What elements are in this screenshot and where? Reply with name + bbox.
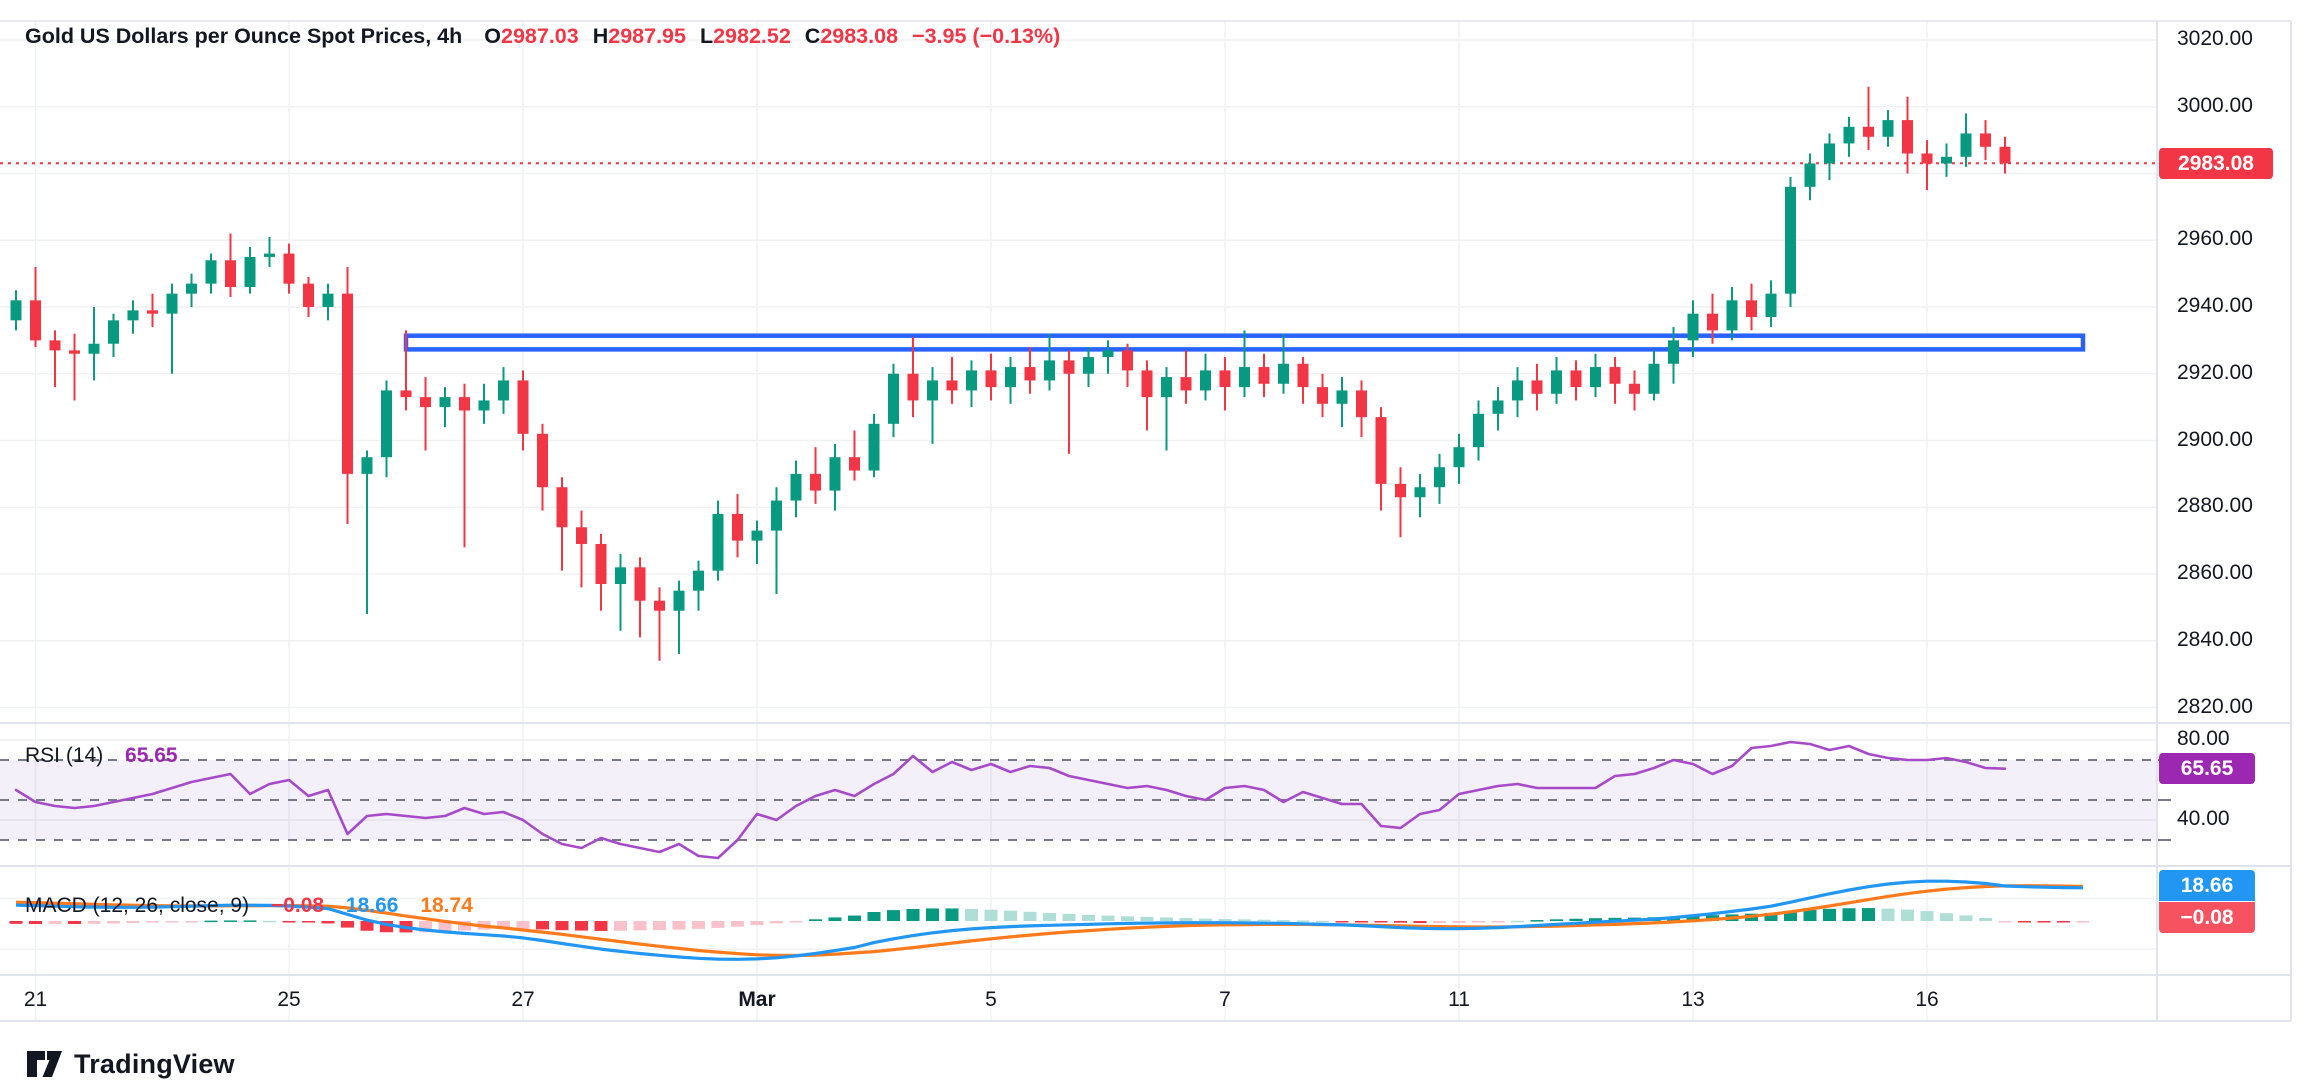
change-value: −3.95 (−0.13%) <box>912 24 1061 48</box>
rsi-badge: 65.65 <box>2159 753 2255 784</box>
symbol-legend[interactable]: Gold US Dollars per Ounce Spot Prices, 4… <box>25 24 1060 49</box>
price-tick-label: 2960.00 <box>2177 227 2253 251</box>
symbol-title: Gold US Dollars per Ounce Spot Prices, 4… <box>25 24 463 48</box>
tradingview-watermark[interactable]: TradingView <box>24 1044 235 1084</box>
macd-signal-value: 18.74 <box>420 894 473 917</box>
rsi-tick-label: 40.00 <box>2177 807 2230 830</box>
price-tick-label: 2940.00 <box>2177 294 2253 317</box>
time-tick-label: 21 <box>23 988 48 1011</box>
time-tick-label: Mar <box>738 988 776 1011</box>
rsi-legend[interactable]: RSI (14) 65.65 <box>25 744 178 768</box>
high-value: 2987.95 <box>608 24 686 48</box>
macd-hist-value: −0.08 <box>270 894 325 917</box>
price-tick-label: 2920.00 <box>2177 360 2253 384</box>
high-label: H <box>592 24 609 48</box>
price-tick-label: 3020.00 <box>2177 27 2253 50</box>
time-tick-label: 25 <box>277 988 301 1011</box>
price-tick-label: 2880.00 <box>2177 494 2253 518</box>
low-value: 2982.52 <box>713 24 791 48</box>
tradingview-brand-text: TradingView <box>74 1048 235 1079</box>
price-tick-label: 2860.00 <box>2177 561 2253 584</box>
price-tick-label: 2840.00 <box>2177 627 2253 651</box>
open-value: 2987.03 <box>501 24 579 48</box>
rsi-tick-label: 80.00 <box>2177 727 2230 750</box>
close-label: C <box>804 24 821 48</box>
time-tick-label: 13 <box>1681 988 1705 1011</box>
price-tick-label: 2820.00 <box>2177 694 2253 718</box>
open-label: O <box>484 24 501 48</box>
time-tick-label: 11 <box>1448 988 1470 1011</box>
macd-badge: 18.66 <box>2159 870 2255 901</box>
time-tick-label: 27 <box>511 988 535 1011</box>
price-tick-label: 2900.00 <box>2177 427 2253 451</box>
macd-indicator-name: MACD (12, 26, close, 9) <box>25 894 250 917</box>
macd-line-value: 18.66 <box>345 894 399 917</box>
time-tick-label: 16 <box>1915 988 1939 1011</box>
macd-legend[interactable]: MACD (12, 26, close, 9) −0.08 18.66 18.7… <box>25 894 473 918</box>
time-tick-label: 7 <box>1219 988 1231 1011</box>
rsi-value: 65.65 <box>125 744 178 767</box>
tradingview-logo-icon <box>27 1051 62 1077</box>
rsi-indicator-name: RSI (14) <box>25 744 104 767</box>
price-tick-label: 3000.00 <box>2177 93 2253 117</box>
low-label: L <box>699 24 714 48</box>
last-price-badge: 2983.08 <box>2159 148 2273 179</box>
time-tick-label: 5 <box>985 988 997 1011</box>
macd-hist-badge: −0.08 <box>2159 902 2255 933</box>
close-value: 2983.08 <box>820 24 899 48</box>
